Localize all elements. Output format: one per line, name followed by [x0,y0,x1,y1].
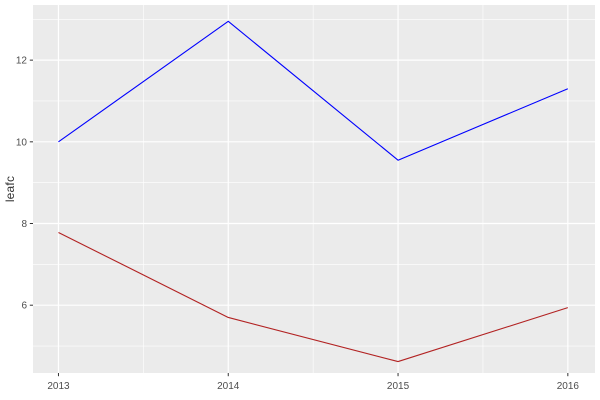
x-tick-label: 2015 [387,381,410,392]
line-blue-series [58,20,569,161]
x-tick-label: 2016 [557,381,580,392]
y-tick-label: 10 [16,137,28,148]
x-tick-label: 2013 [47,381,70,392]
plot-panel [33,5,595,373]
y-tick-label: 12 [16,56,28,67]
line-red-series [58,232,569,363]
x-tick-label: 2014 [217,381,240,392]
y-tick-label: 6 [21,301,27,312]
y-tick-label: 8 [21,219,27,230]
